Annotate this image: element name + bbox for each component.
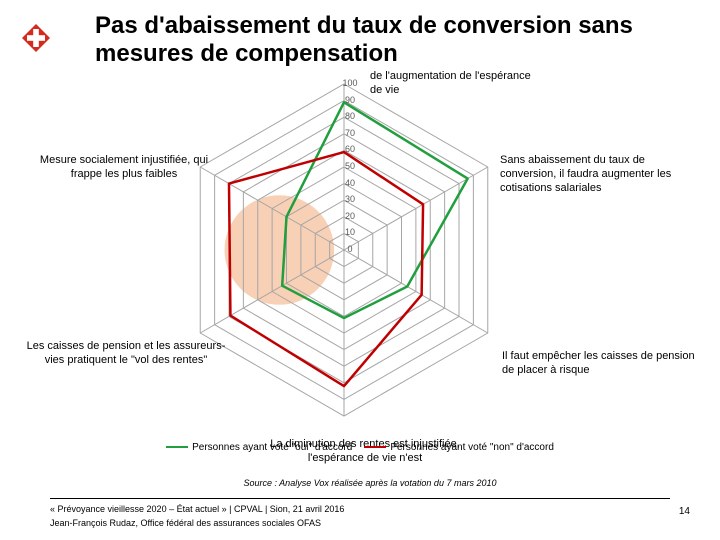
tick-label: 20	[345, 211, 355, 221]
footer-rule	[50, 498, 670, 499]
axis-label: Sans abaissement du taux de conversion, …	[500, 154, 700, 195]
footer-line-2: Jean-François Rudaz, Office fédéral des …	[50, 518, 321, 528]
tick-label: 0	[347, 244, 352, 254]
swiss-logo	[20, 22, 52, 54]
tick-label: 100	[342, 78, 357, 88]
page-number: 14	[679, 506, 690, 517]
radar-svg	[0, 72, 720, 432]
legend-item: Personnes ayant voté "oui" d'accord	[166, 442, 352, 453]
tick-label: 40	[345, 178, 355, 188]
legend-label: Personnes ayant voté "non" d'accord	[390, 442, 554, 453]
radar-chart: de l'augmentation de l'espérancede vie Sa…	[0, 72, 720, 432]
source-line: Source : Analyse Vox réalisée après la v…	[50, 478, 690, 488]
tick-label: 70	[345, 128, 355, 138]
legend-swatch	[364, 446, 386, 448]
axis-label: de l'augmentation de l'espérance	[370, 70, 570, 84]
tick-label: 60	[345, 144, 355, 154]
legend: Personnes ayant voté "oui" d'accord Perso…	[0, 440, 720, 453]
tick-label: 80	[345, 111, 355, 121]
axis-label: Mesure socialement injustifiée, qui frap…	[24, 154, 224, 182]
legend-label: Personnes ayant voté "oui" d'accord	[192, 442, 352, 453]
tick-label: 10	[345, 227, 355, 237]
legend-swatch	[166, 446, 188, 448]
slide: Pas d'abaissement du taux de conversion …	[0, 0, 720, 540]
footer-line-1: « Prévoyance vieillesse 2020 – État actu…	[50, 504, 344, 514]
tick-label: 50	[345, 161, 355, 171]
axis-label: Il faut empêcher les caisses de pension …	[502, 350, 702, 378]
legend-item: Personnes ayant voté "non" d'accord	[364, 442, 554, 453]
axis-label: Les caisses de pension et les assureurs-…	[26, 340, 226, 368]
page-title: Pas d'abaissement du taux de conversion …	[95, 12, 695, 67]
tick-label: 30	[345, 194, 355, 204]
tick-label: 90	[345, 95, 355, 105]
axis-label: de vie	[370, 84, 570, 98]
